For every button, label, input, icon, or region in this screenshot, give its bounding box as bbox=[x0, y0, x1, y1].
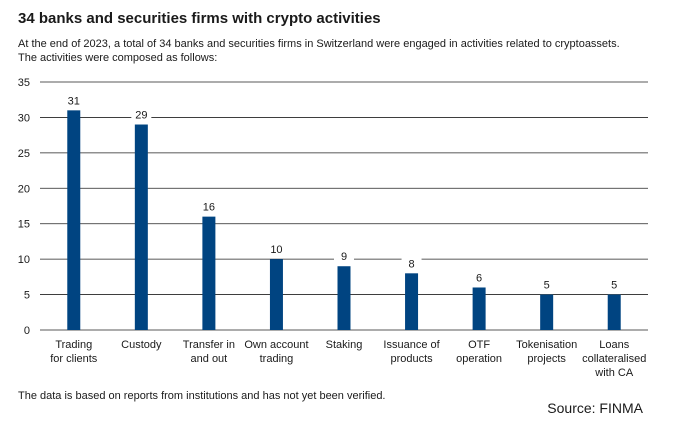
data-label-bg bbox=[131, 108, 152, 122]
data-label: 5 bbox=[611, 280, 617, 292]
x-tick-label: Tokenisation projects bbox=[516, 339, 577, 365]
x-tick-label-line: Transfer in bbox=[183, 339, 235, 351]
x-tick-label-line: products bbox=[390, 353, 433, 365]
x-tick-label-line: Custody bbox=[121, 339, 162, 351]
x-tick-label-line: Loans bbox=[599, 339, 629, 351]
bar bbox=[67, 110, 81, 330]
data-label-bg bbox=[401, 257, 422, 271]
x-tick-label-line: Trading bbox=[55, 339, 92, 351]
y-tick-label: 5 bbox=[24, 290, 30, 302]
data-label: 10 bbox=[270, 244, 282, 256]
source-label: Source: FINMA bbox=[547, 400, 643, 416]
chart-title: 34 banks and securities firms with crypt… bbox=[18, 10, 381, 27]
bar bbox=[472, 287, 486, 330]
data-label-bg bbox=[266, 243, 287, 257]
x-tick-label: Issuance of products bbox=[383, 339, 440, 365]
data-label-bg bbox=[469, 271, 490, 285]
x-tick-label-line: for clients bbox=[50, 353, 98, 365]
x-tick-label-line: projects bbox=[527, 353, 566, 365]
subtitle-line-1: At the end of 2023, a total of 34 banks … bbox=[18, 38, 620, 50]
x-tick-label: Transfer in and out bbox=[183, 339, 235, 365]
data-label-bg bbox=[198, 200, 219, 214]
x-tick-label: Trading for clients bbox=[50, 339, 98, 365]
bar bbox=[269, 259, 283, 330]
x-tick-label-line: with CA bbox=[594, 367, 634, 379]
x-tick-label-line: Tokenisation bbox=[516, 339, 577, 351]
bar bbox=[202, 216, 216, 330]
subtitle-line-2: The activities were composed as follows: bbox=[18, 52, 218, 64]
y-tick-label: 35 bbox=[18, 77, 30, 89]
x-tick-label-line: OTF bbox=[468, 339, 490, 351]
bar bbox=[607, 294, 621, 330]
data-label-bg bbox=[536, 278, 557, 292]
y-tick-label: 20 bbox=[18, 183, 30, 195]
x-tick-label: Custody bbox=[121, 339, 162, 351]
y-tick-label: 10 bbox=[18, 254, 30, 266]
data-label: 8 bbox=[408, 258, 414, 270]
y-tick-label: 25 bbox=[18, 148, 30, 160]
bar bbox=[337, 266, 351, 330]
data-label-bg bbox=[604, 278, 625, 292]
x-tick-label: Own account trading bbox=[244, 339, 308, 365]
x-tick-label-line: Issuance of bbox=[383, 339, 440, 351]
bar bbox=[405, 273, 419, 330]
x-tick-label: Staking bbox=[326, 339, 363, 351]
y-tick-label: 0 bbox=[24, 325, 30, 337]
x-tick-label: OTF operation bbox=[456, 339, 502, 365]
x-tick-label-line: operation bbox=[456, 353, 502, 365]
data-label: 9 bbox=[341, 251, 347, 263]
y-tick-label: 15 bbox=[18, 219, 30, 231]
bar bbox=[134, 124, 148, 330]
bar bbox=[540, 294, 554, 330]
data-label: 29 bbox=[135, 110, 147, 122]
data-label-bg bbox=[334, 250, 354, 264]
x-tick-label: Loans collateralised with CA bbox=[582, 339, 646, 379]
x-tick-label-line: trading bbox=[260, 353, 294, 365]
data-label: 5 bbox=[544, 280, 550, 292]
footnote: The data is based on reports from instit… bbox=[18, 390, 386, 402]
chart-subtitle: At the end of 2023, a total of 34 banks … bbox=[18, 37, 658, 65]
data-label: 31 bbox=[68, 95, 80, 107]
y-tick-label: 30 bbox=[18, 112, 30, 124]
data-label-bg bbox=[63, 94, 84, 108]
data-label: 16 bbox=[203, 202, 215, 214]
x-tick-label-line: Own account bbox=[244, 339, 308, 351]
data-label: 6 bbox=[476, 272, 482, 284]
x-tick-label-line: collateralised bbox=[582, 353, 646, 365]
x-tick-label-line: Staking bbox=[326, 339, 363, 351]
x-tick-label-line: and out bbox=[191, 353, 228, 365]
